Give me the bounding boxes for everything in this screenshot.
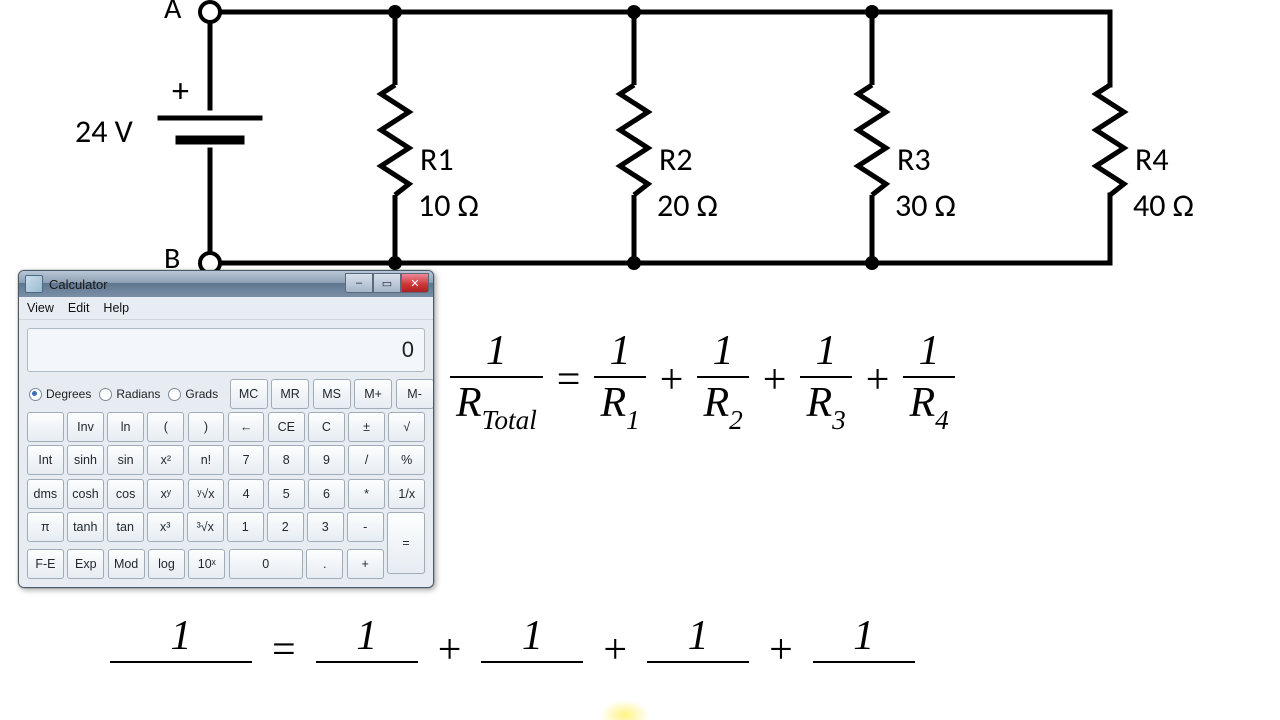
sqrt-button[interactable]: √ <box>388 412 425 442</box>
label-degrees[interactable]: Degrees <box>46 387 91 401</box>
formula-parallel-resistance: 1 RTotal = 1 R1 + 1 R2 + 1 R3 + 1 R4 <box>450 330 1250 431</box>
six-button[interactable]: 6 <box>308 479 345 509</box>
two-button[interactable]: 2 <box>267 512 304 542</box>
cos-button[interactable]: cos <box>107 479 144 509</box>
percent-button[interactable]: % <box>388 445 425 475</box>
battery-plus: + <box>172 71 189 112</box>
r1-value: 10 Ω <box>418 186 479 225</box>
multiply-button[interactable]: * <box>348 479 385 509</box>
plus-button[interactable]: + <box>347 549 384 579</box>
cbrt-button[interactable]: ³√x <box>187 512 224 542</box>
label-grads[interactable]: Grads <box>185 387 218 401</box>
sinh-button[interactable]: sinh <box>67 445 104 475</box>
plus-sign: + <box>660 356 684 404</box>
f1-lhs-sub: Total <box>482 405 537 435</box>
one-button[interactable]: 1 <box>227 512 264 542</box>
eq-sign: = <box>557 356 581 404</box>
pi-button[interactable]: π <box>27 512 64 542</box>
cosh-button[interactable]: cosh <box>67 479 104 509</box>
f1-t1-num: 1 <box>604 330 637 376</box>
r4-value: 40 Ω <box>1133 186 1194 225</box>
five-button[interactable]: 5 <box>268 479 305 509</box>
radio-radians[interactable] <box>99 388 112 401</box>
seven-button[interactable]: 7 <box>228 445 265 475</box>
titlebar[interactable]: Calculator – ▭ ✕ <box>19 271 433 297</box>
xcube-button[interactable]: x³ <box>147 512 184 542</box>
calculator-icon <box>25 275 43 293</box>
blank-button[interactable] <box>27 412 64 442</box>
ln-button[interactable]: ln <box>107 412 144 442</box>
zero-button[interactable]: 0 <box>229 549 303 579</box>
nine-button[interactable]: 9 <box>308 445 345 475</box>
r4-name: R4 <box>1135 140 1169 179</box>
eight-button[interactable]: 8 <box>268 445 305 475</box>
voltage-label: 24 V <box>75 112 134 151</box>
mod-button[interactable]: Mod <box>108 549 145 579</box>
ce-button[interactable]: CE <box>268 412 305 442</box>
tanh-button[interactable]: tanh <box>67 512 104 542</box>
menu-edit[interactable]: Edit <box>68 301 90 315</box>
minimize-button[interactable]: – <box>345 273 373 293</box>
xy-button[interactable]: xʸ <box>147 479 184 509</box>
angle-mode-group: Degrees Radians Grads <box>27 387 226 401</box>
rparen-button[interactable]: ) <box>188 412 225 442</box>
fe-button[interactable]: F-E <box>27 549 64 579</box>
mminus-button[interactable]: M- <box>396 379 434 409</box>
r2-name: R2 <box>659 140 693 179</box>
c-button[interactable]: C <box>308 412 345 442</box>
calculator-window: Calculator – ▭ ✕ View Edit Help 0 Degree… <box>18 270 434 588</box>
label-radians[interactable]: Radians <box>116 387 160 401</box>
divide-button[interactable]: / <box>348 445 385 475</box>
radio-grads[interactable] <box>168 388 181 401</box>
inv-button[interactable]: Inv <box>67 412 104 442</box>
log-button[interactable]: log <box>148 549 185 579</box>
r3-value: 30 Ω <box>895 186 956 225</box>
circuit-diagram: A B + 24 V R1 10 Ω R2 20 Ω R3 30 Ω R4 40… <box>0 0 1280 300</box>
backspace-button[interactable]: ← <box>228 412 265 442</box>
xsq-button[interactable]: x² <box>147 445 184 475</box>
exp-button[interactable]: Exp <box>67 549 104 579</box>
f1-lhs-num: 1 <box>480 330 513 376</box>
sin-button[interactable]: sin <box>107 445 144 475</box>
menubar: View Edit Help <box>19 297 433 320</box>
cursor-highlight <box>600 700 650 720</box>
radio-degrees[interactable] <box>29 388 42 401</box>
node-a-label: A <box>164 0 182 27</box>
r3-name: R3 <box>897 140 931 179</box>
formula-substituted: 1 = 1 + 1 + 1 + 1 <box>110 615 1110 685</box>
dms-button[interactable]: dms <box>27 479 64 509</box>
ms-button[interactable]: MS <box>313 379 351 409</box>
maximize-button[interactable]: ▭ <box>373 273 401 293</box>
tan-button[interactable]: tan <box>107 512 144 542</box>
reciprocal-button[interactable]: 1/x <box>388 479 425 509</box>
mc-button[interactable]: MC <box>230 379 268 409</box>
yroot-button[interactable]: ʸ√x <box>188 479 225 509</box>
mplus-button[interactable]: M+ <box>354 379 392 409</box>
lparen-button[interactable]: ( <box>147 412 184 442</box>
menu-view[interactable]: View <box>27 301 54 315</box>
decimal-button[interactable]: . <box>306 549 343 579</box>
mr-button[interactable]: MR <box>271 379 309 409</box>
four-button[interactable]: 4 <box>228 479 265 509</box>
r2-value: 20 Ω <box>657 186 718 225</box>
menu-help[interactable]: Help <box>103 301 129 315</box>
nfact-button[interactable]: n! <box>188 445 225 475</box>
calculator-display: 0 <box>27 328 425 372</box>
close-button[interactable]: ✕ <box>401 273 429 293</box>
f1-lhs-R: R <box>456 380 482 426</box>
three-button[interactable]: 3 <box>307 512 344 542</box>
window-title: Calculator <box>49 277 108 292</box>
tenx-button[interactable]: 10ˣ <box>188 549 225 579</box>
plusminus-button[interactable]: ± <box>348 412 385 442</box>
r1-name: R1 <box>420 140 454 179</box>
minus-button[interactable]: - <box>347 512 384 542</box>
equals-button[interactable]: = <box>387 512 425 574</box>
int-button[interactable]: Int <box>27 445 64 475</box>
